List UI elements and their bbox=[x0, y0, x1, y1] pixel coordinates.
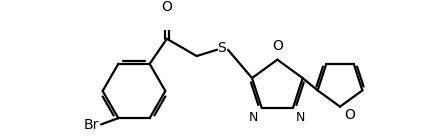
Text: N: N bbox=[249, 111, 258, 124]
Text: O: O bbox=[344, 108, 355, 122]
Text: Br: Br bbox=[83, 118, 98, 132]
Text: O: O bbox=[161, 0, 172, 14]
Text: N: N bbox=[296, 111, 305, 124]
Text: S: S bbox=[217, 41, 226, 55]
Text: O: O bbox=[271, 39, 282, 53]
